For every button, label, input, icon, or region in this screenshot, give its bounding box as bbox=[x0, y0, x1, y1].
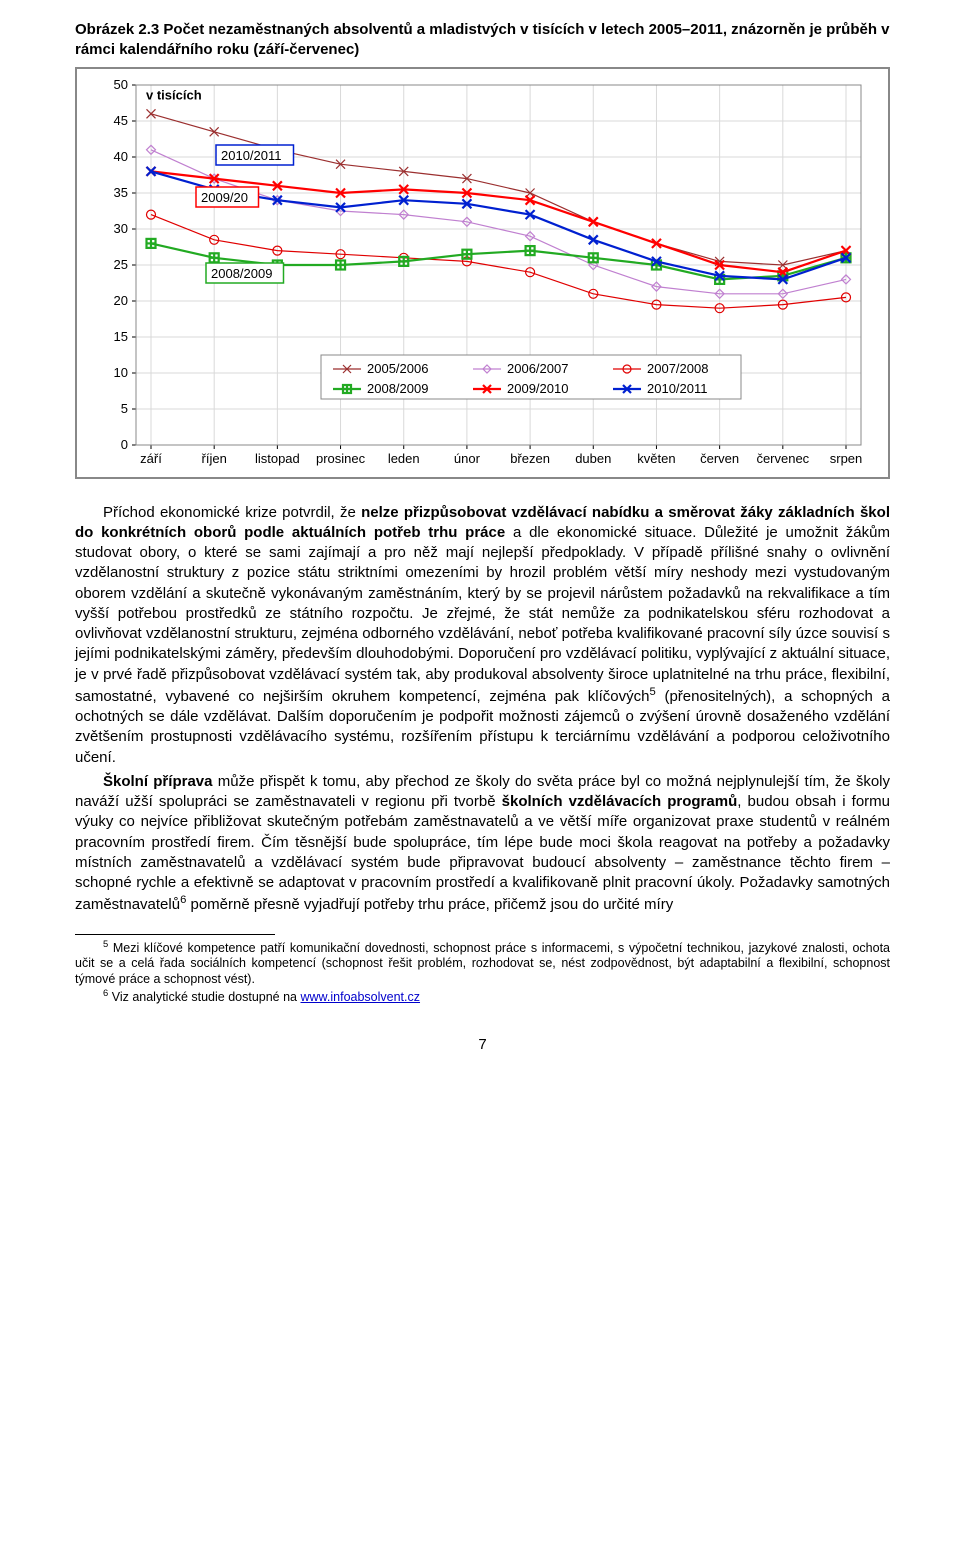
footnote-6: 6 Viz analytické studie dostupné na www.… bbox=[75, 988, 890, 1006]
line-chart: 0 5 10 15 20 25 30 35 40 45 50 září říjen listopad pro… bbox=[81, 75, 881, 475]
svg-text:40: 40 bbox=[114, 149, 128, 164]
figure-caption: Obrázek 2.3 Počet nezaměstnaných absolve… bbox=[75, 20, 890, 61]
svg-text:2010/2011: 2010/2011 bbox=[647, 381, 708, 396]
svg-text:únor: únor bbox=[454, 451, 481, 466]
svg-text:2008/2009: 2008/2009 bbox=[211, 266, 272, 281]
paragraph-1: Příchod ekonomické krize potvrdil, že ne… bbox=[75, 503, 890, 768]
svg-text:listopad: listopad bbox=[255, 451, 300, 466]
footnotes: 5 Mezi klíčové kompetence patří komunika… bbox=[75, 934, 890, 1006]
svg-text:září: září bbox=[140, 451, 162, 466]
svg-text:2008/2009: 2008/2009 bbox=[367, 381, 428, 396]
svg-text:0: 0 bbox=[121, 437, 128, 452]
svg-text:prosinec: prosinec bbox=[316, 451, 366, 466]
svg-text:30: 30 bbox=[114, 221, 128, 236]
svg-text:2009/20: 2009/20 bbox=[201, 190, 248, 205]
svg-text:45: 45 bbox=[114, 113, 128, 128]
paragraph-2: Školní příprava může přispět k tomu, aby… bbox=[75, 772, 890, 916]
footnote-rule bbox=[75, 934, 275, 935]
footnote-link[interactable]: www.infoabsolvent.cz bbox=[301, 990, 421, 1004]
svg-text:červenec: červenec bbox=[756, 451, 809, 466]
body-text: Příchod ekonomické krize potvrdil, že ne… bbox=[75, 503, 890, 916]
svg-text:v tisících: v tisících bbox=[146, 87, 202, 102]
svg-text:leden: leden bbox=[388, 451, 420, 466]
svg-text:2005/2006: 2005/2006 bbox=[367, 361, 428, 376]
svg-text:květen: květen bbox=[637, 451, 675, 466]
footnote-5: 5 Mezi klíčové kompetence patří komunika… bbox=[75, 939, 890, 988]
svg-text:2006/2007: 2006/2007 bbox=[507, 361, 568, 376]
svg-text:15: 15 bbox=[114, 329, 128, 344]
svg-text:20: 20 bbox=[114, 293, 128, 308]
svg-text:2009/2010: 2009/2010 bbox=[507, 381, 568, 396]
svg-text:říjen: říjen bbox=[202, 451, 227, 466]
svg-text:2007/2008: 2007/2008 bbox=[647, 361, 708, 376]
svg-text:35: 35 bbox=[114, 185, 128, 200]
svg-text:5: 5 bbox=[121, 401, 128, 416]
svg-text:2010/2011: 2010/2011 bbox=[221, 148, 282, 163]
svg-text:25: 25 bbox=[114, 257, 128, 272]
svg-text:duben: duben bbox=[575, 451, 611, 466]
chart-container: 0 5 10 15 20 25 30 35 40 45 50 září říjen listopad pro… bbox=[75, 67, 890, 479]
svg-text:10: 10 bbox=[114, 365, 128, 380]
svg-text:srpen: srpen bbox=[830, 451, 863, 466]
svg-text:březen: březen bbox=[510, 451, 550, 466]
page-number: 7 bbox=[75, 1035, 890, 1055]
svg-text:50: 50 bbox=[114, 77, 128, 92]
svg-text:červen: červen bbox=[700, 451, 739, 466]
